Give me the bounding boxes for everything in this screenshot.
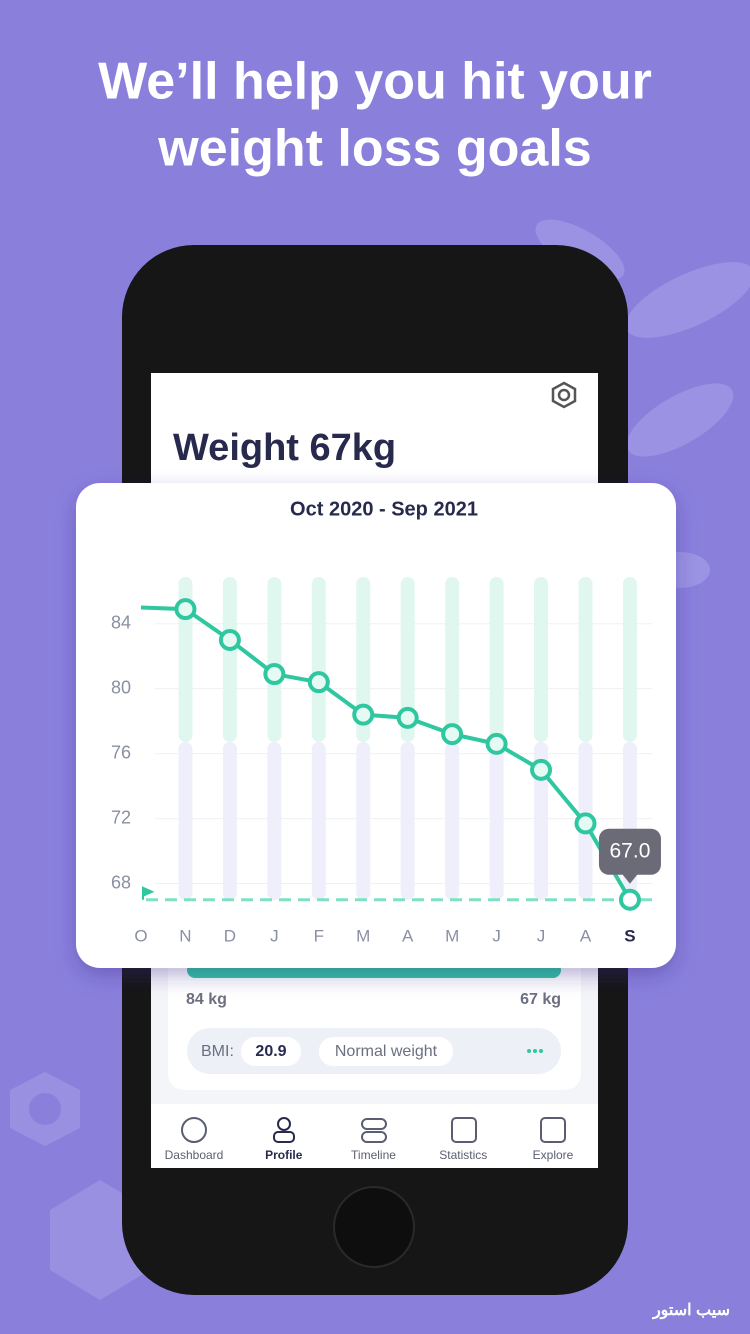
data-point xyxy=(263,663,286,686)
column-track xyxy=(356,742,371,900)
headline: weight loss goals xyxy=(157,120,591,178)
x-tick-label: S xyxy=(624,926,635,945)
tab-label[interactable]: Explore xyxy=(533,1148,574,1162)
screen-header xyxy=(151,373,598,483)
y-tick-label: 84 xyxy=(111,612,131,632)
home-button[interactable] xyxy=(333,1186,415,1268)
tooltip xyxy=(598,828,661,875)
x-tick-label: M xyxy=(356,926,370,945)
x-tick-label: J xyxy=(537,926,546,945)
progress-start: 84 kg xyxy=(186,991,227,1008)
x-tick-label: M xyxy=(445,926,459,945)
tooltip-pointer xyxy=(621,873,638,884)
data-point xyxy=(574,812,597,835)
column-track xyxy=(489,742,504,900)
column-track xyxy=(489,577,504,742)
value-label: 67.0 xyxy=(610,839,651,862)
bmi-category-chip xyxy=(319,1037,453,1066)
bmi-category: Normal weight xyxy=(335,1043,438,1060)
y-tick-label: 72 xyxy=(111,807,131,827)
y-tick-label: 68 xyxy=(111,872,131,892)
data-point xyxy=(218,628,241,651)
column-track xyxy=(534,742,549,900)
column-track xyxy=(400,577,415,742)
column-track xyxy=(311,742,326,900)
watermark: سیب استور xyxy=(652,1302,730,1320)
column-track xyxy=(267,742,282,900)
x-tick-label: D xyxy=(224,926,236,945)
x-tick-label: A xyxy=(402,926,414,945)
data-point xyxy=(441,723,464,746)
column-track xyxy=(445,577,460,742)
column-track xyxy=(445,742,460,900)
column-track xyxy=(534,577,549,742)
y-tick-label: 76 xyxy=(111,742,131,762)
data-point xyxy=(352,703,375,726)
column-track xyxy=(267,577,282,742)
goal-flag xyxy=(142,886,155,900)
column-track xyxy=(622,577,637,742)
data-point xyxy=(530,758,553,781)
progress-end: 67 kg xyxy=(520,991,561,1008)
x-tick-label: F xyxy=(314,926,324,945)
tab-label[interactable]: Dashboard xyxy=(165,1148,224,1162)
column-track xyxy=(311,577,326,742)
x-tick-label: N xyxy=(179,926,191,945)
chart-title: Oct 2020 - Sep 2021 xyxy=(290,498,478,520)
bmi-value: 20.9 xyxy=(255,1043,286,1060)
more-icon[interactable] xyxy=(527,1049,543,1053)
column-track xyxy=(356,577,371,742)
column-track xyxy=(400,742,415,900)
column-track xyxy=(222,742,237,900)
column-track xyxy=(222,577,237,742)
data-point xyxy=(618,888,641,911)
column-track xyxy=(178,742,193,900)
screen-title: Weight 67kg xyxy=(173,427,396,469)
data-point xyxy=(396,706,419,729)
headline: We’ll help you hit your xyxy=(98,53,652,111)
x-tick-label: J xyxy=(492,926,501,945)
x-tick-label: A xyxy=(580,926,592,945)
tab-label[interactable]: Statistics xyxy=(439,1148,487,1162)
data-point xyxy=(485,732,508,755)
tab-label[interactable]: Timeline xyxy=(351,1148,396,1162)
y-tick-label: 80 xyxy=(111,677,131,697)
tab-bar xyxy=(151,1104,598,1168)
data-point xyxy=(174,598,197,621)
bmi-label: BMI: xyxy=(201,1043,234,1060)
column-track xyxy=(578,577,593,742)
settings-icon[interactable] xyxy=(551,381,577,409)
tab-icons xyxy=(181,1117,566,1143)
tab-label[interactable]: Profile xyxy=(265,1148,303,1162)
data-point xyxy=(307,671,330,694)
x-tick-label: O xyxy=(134,926,147,945)
bmi-value-chip xyxy=(241,1037,301,1066)
x-tick-label: J xyxy=(270,926,279,945)
